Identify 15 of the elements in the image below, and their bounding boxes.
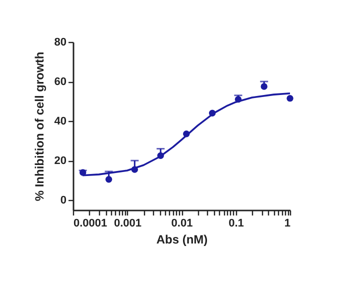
x-tick-label: 0.001 — [114, 218, 142, 230]
x-tick-label: 1 — [284, 218, 290, 230]
point — [183, 130, 190, 138]
y-tick-label: 40 — [54, 116, 66, 128]
point — [208, 110, 216, 116]
x-tick-label: 0.0001 — [74, 218, 108, 230]
y-tick-label: 20 — [54, 155, 66, 168]
x-axis-title: Abs (nM) — [156, 232, 208, 246]
y-tick-label: 80 — [54, 36, 66, 48]
point — [286, 94, 294, 102]
y-axis-title: % Inhibition of cell growth — [32, 52, 46, 202]
x-tick-label: 0.1 — [228, 218, 244, 230]
x-tick-label: 0.01 — [171, 218, 193, 230]
y-tick-label: 0 — [60, 194, 66, 207]
y-tick-label: 60 — [54, 76, 66, 88]
